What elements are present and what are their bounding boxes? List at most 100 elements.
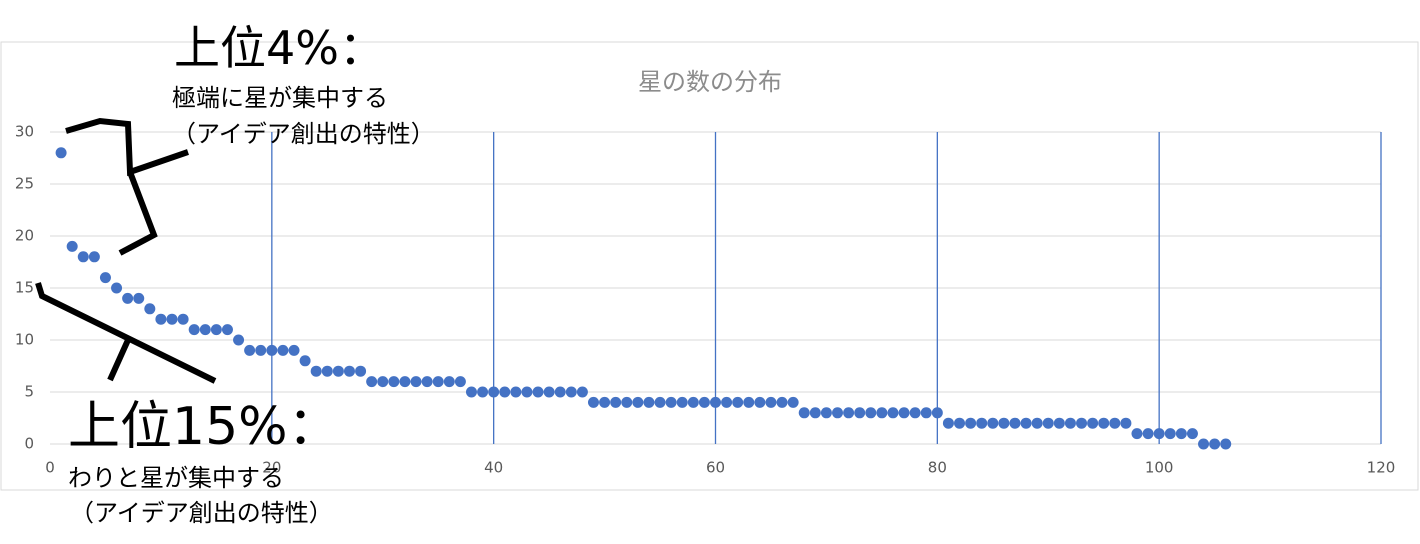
x-tick-label: 100 — [1145, 459, 1174, 477]
point — [122, 292, 134, 304]
point — [166, 313, 178, 325]
point — [155, 313, 167, 325]
point — [676, 396, 688, 408]
point — [244, 344, 256, 356]
point — [843, 407, 855, 419]
y-tick-label: 25 — [15, 175, 34, 193]
brace — [35, 282, 217, 384]
point — [1198, 438, 1210, 450]
point — [377, 376, 389, 388]
point — [221, 324, 233, 336]
point — [199, 324, 211, 336]
y-tick-label: 15 — [15, 279, 34, 297]
point — [898, 407, 910, 419]
point — [687, 396, 699, 408]
point — [854, 407, 866, 419]
point — [798, 407, 810, 419]
point — [521, 386, 533, 398]
point — [277, 344, 289, 356]
x-tick-label: 20 — [262, 459, 281, 477]
point — [133, 292, 145, 304]
point — [454, 376, 466, 388]
point — [721, 396, 733, 408]
point — [1120, 417, 1132, 429]
point — [998, 417, 1010, 429]
x-tick-label: 80 — [928, 459, 947, 477]
point — [832, 407, 844, 419]
point — [355, 365, 367, 377]
point — [887, 407, 899, 419]
point — [1076, 417, 1088, 429]
point — [954, 417, 966, 429]
y-tick-label: 0 — [24, 435, 34, 453]
point — [188, 324, 200, 336]
x-tick-label: 60 — [706, 459, 725, 477]
point — [321, 365, 333, 377]
point — [443, 376, 455, 388]
point — [754, 396, 766, 408]
point — [820, 407, 832, 419]
point — [632, 396, 644, 408]
point — [266, 344, 278, 356]
point — [410, 376, 422, 388]
annotation: わりと星が集中する — [68, 464, 284, 492]
point — [920, 407, 932, 419]
point — [732, 396, 744, 408]
point — [554, 386, 566, 398]
point — [743, 396, 755, 408]
point — [499, 386, 511, 398]
point — [809, 407, 821, 419]
point — [976, 417, 988, 429]
point — [1031, 417, 1043, 429]
point — [366, 376, 378, 388]
point — [1064, 417, 1076, 429]
point — [488, 386, 500, 398]
x-tick-label: 0 — [45, 459, 55, 477]
point — [1053, 417, 1065, 429]
point — [1153, 428, 1165, 440]
y-tick-label: 20 — [15, 227, 34, 245]
point — [343, 365, 355, 377]
point — [1142, 428, 1154, 440]
point — [765, 396, 777, 408]
point — [421, 376, 433, 388]
point — [510, 386, 522, 398]
point — [1042, 417, 1054, 429]
point — [1109, 417, 1121, 429]
point — [88, 251, 100, 263]
point — [477, 386, 489, 398]
point — [710, 396, 721, 408]
point — [77, 251, 89, 263]
chart-title: 星の数の分布 — [638, 68, 782, 96]
point — [210, 324, 222, 336]
point — [1164, 428, 1176, 440]
point — [399, 376, 411, 388]
y-tick-label: 10 — [15, 331, 34, 349]
point — [144, 303, 156, 315]
x-tick-label: 120 — [1367, 459, 1396, 477]
point — [643, 396, 655, 408]
point — [876, 407, 888, 419]
point — [66, 240, 78, 252]
point — [1098, 417, 1110, 429]
point — [310, 365, 322, 377]
point — [787, 396, 799, 408]
point — [99, 272, 111, 284]
point — [931, 407, 943, 419]
point — [1220, 438, 1232, 450]
x-tick-label: 40 — [484, 459, 503, 477]
point — [587, 396, 599, 408]
point — [942, 417, 954, 429]
point — [299, 355, 311, 367]
annotation: 上位4%： — [174, 21, 385, 75]
point — [388, 376, 400, 388]
point — [565, 386, 577, 398]
annotation: （アイデア創出の特性） — [172, 120, 435, 148]
point — [987, 417, 999, 429]
brace — [65, 117, 189, 256]
point — [576, 386, 588, 398]
point — [654, 396, 666, 408]
point — [255, 344, 267, 356]
point — [1020, 417, 1032, 429]
annotation: （アイデア創出の特性） — [70, 499, 333, 527]
